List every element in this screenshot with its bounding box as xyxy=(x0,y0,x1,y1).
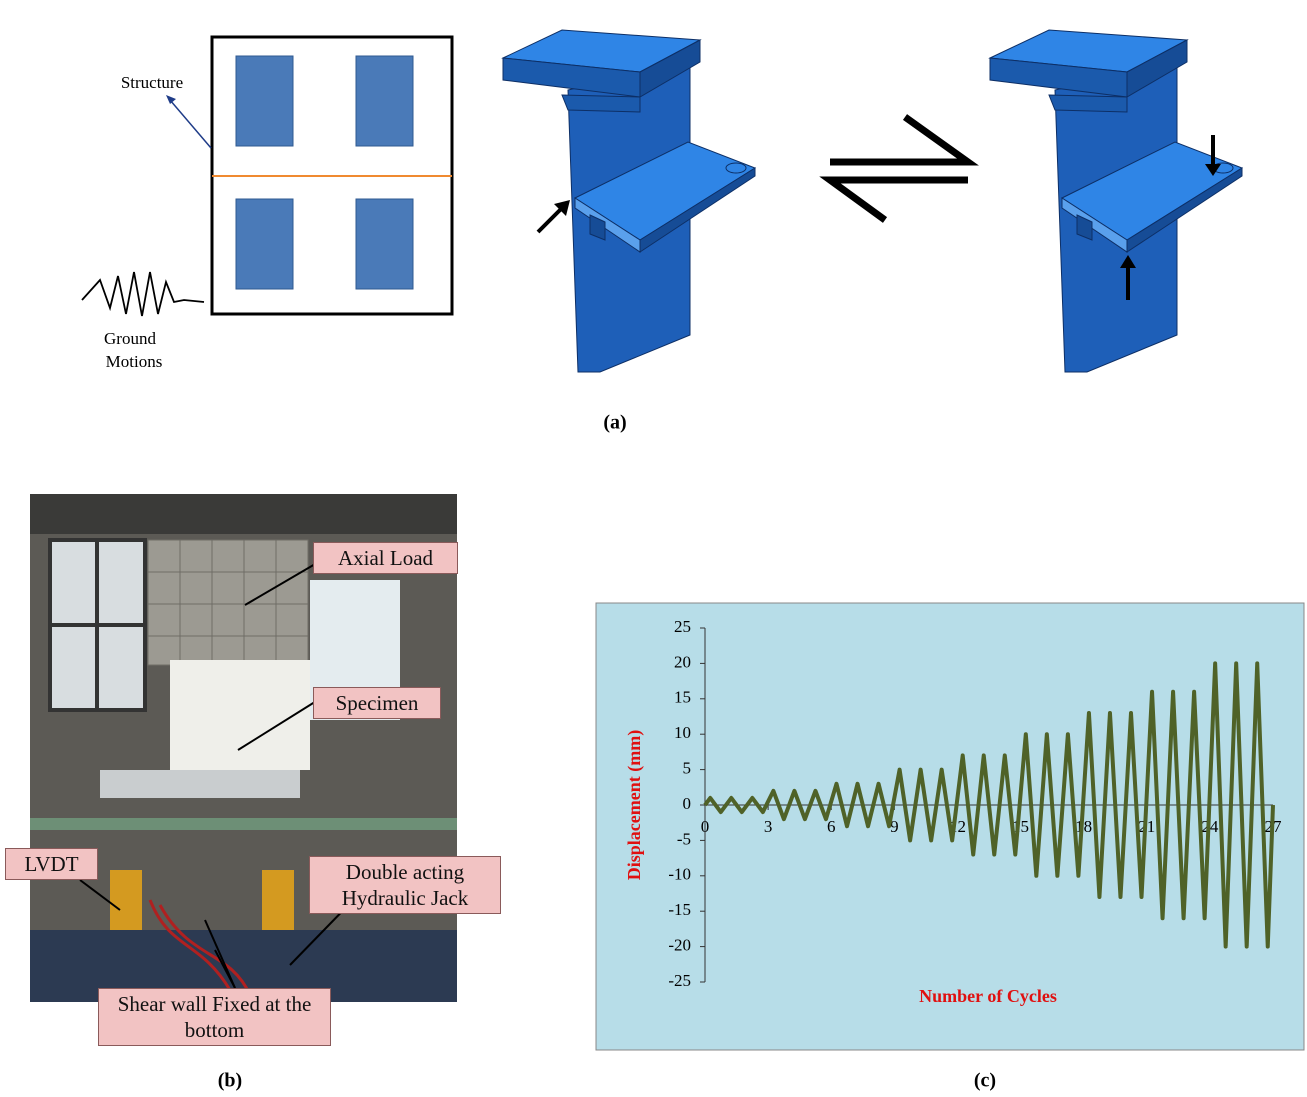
window xyxy=(236,199,293,289)
ground-motion-label: Motions xyxy=(106,352,163,371)
callout: Specimen xyxy=(313,687,441,719)
y-tick-label: 10 xyxy=(674,723,691,742)
y-tick-label: -5 xyxy=(677,829,691,848)
harpoon-left xyxy=(830,180,968,220)
pointer-head xyxy=(166,95,176,104)
photo-specimen xyxy=(170,660,310,770)
y-tick-label: 15 xyxy=(674,688,691,707)
y-tick-label: 20 xyxy=(674,652,691,671)
x-axis-title: Number of Cycles xyxy=(919,986,1057,1006)
arrow xyxy=(538,208,562,232)
y-tick-label: -25 xyxy=(668,971,691,990)
callout: Shear wall Fixed at the bottom xyxy=(98,988,331,1046)
panel-label: (a) xyxy=(603,412,626,434)
y-axis-title: Displacement (mm) xyxy=(624,730,645,880)
y-tick-label: 25 xyxy=(674,617,691,636)
x-tick-label: 3 xyxy=(764,817,773,836)
figure-canvas: Structure Ground Motions (a) xyxy=(0,0,1307,1097)
structure-label: Structure xyxy=(121,73,183,92)
wall-model xyxy=(503,30,755,372)
x-tick-label: 6 xyxy=(827,817,836,836)
y-tick-label: -10 xyxy=(668,865,691,884)
y-tick-label: 5 xyxy=(683,759,692,778)
y-tick-label: -20 xyxy=(668,936,691,955)
y-tick-label: -15 xyxy=(668,900,691,919)
photo-ceiling xyxy=(30,494,457,534)
x-tick-label: 0 xyxy=(701,817,710,836)
callout: Axial Load xyxy=(313,542,458,574)
wall-model xyxy=(990,30,1242,372)
harpoon-right xyxy=(830,117,968,162)
panel-label: (b) xyxy=(218,1070,242,1092)
ground-motion-label: Ground xyxy=(104,329,156,348)
window xyxy=(356,199,413,289)
window xyxy=(356,56,413,146)
window xyxy=(236,56,293,146)
photo-beam xyxy=(100,770,300,798)
callout: Double acting Hydraulic Jack xyxy=(309,856,501,914)
panel-label: (c) xyxy=(974,1070,996,1092)
pointer xyxy=(170,100,211,148)
photo-rail xyxy=(30,818,457,830)
ground-wave xyxy=(82,272,204,316)
photo-blocks xyxy=(148,540,308,665)
y-tick-label: 0 xyxy=(683,794,692,813)
figure: Structure Ground Motions (a) xyxy=(0,0,1307,1097)
callout: LVDT xyxy=(5,848,98,880)
